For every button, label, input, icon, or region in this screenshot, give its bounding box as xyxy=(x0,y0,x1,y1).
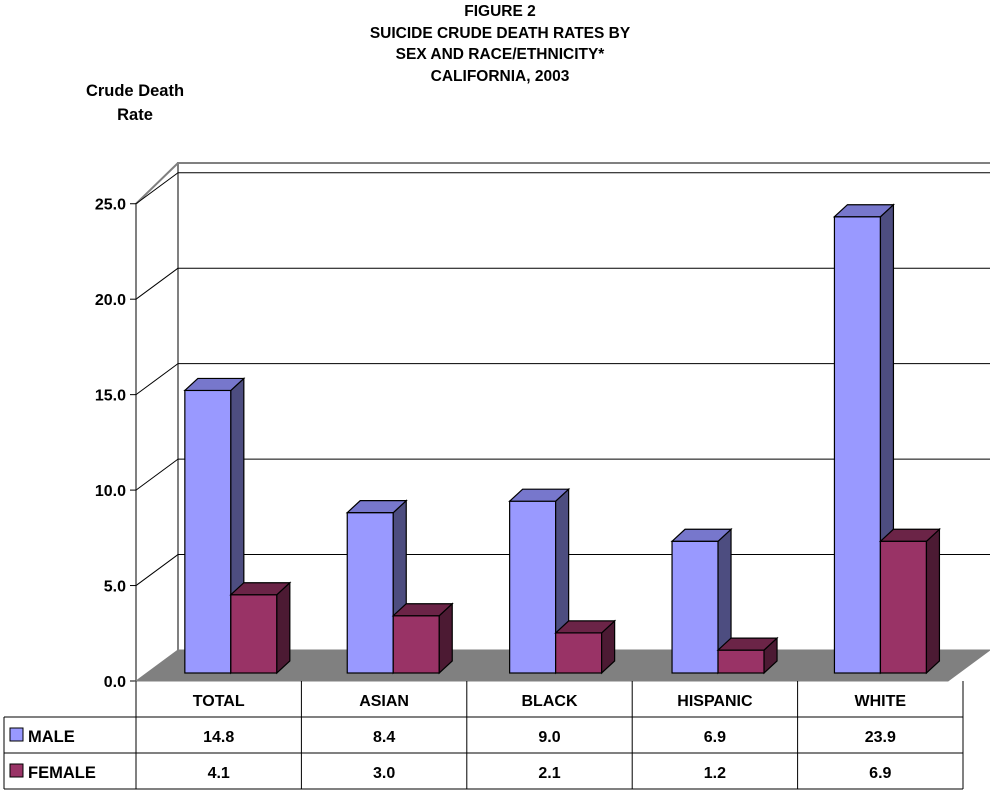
x-tick-label: ASIAN xyxy=(359,693,409,710)
title-line: SUICIDE CRUDE DEATH RATES BY xyxy=(369,24,631,42)
data-label: 6.9 xyxy=(704,729,726,746)
data-label: 3.0 xyxy=(373,765,395,782)
bar-front xyxy=(717,649,765,674)
title-line: CALIFORNIA, 2003 xyxy=(430,67,570,85)
bar-front xyxy=(184,389,232,674)
gridline-depth xyxy=(135,458,179,491)
gridline-depth xyxy=(135,363,179,396)
gridline-depth xyxy=(135,554,179,586)
data-label: 2.1 xyxy=(538,765,560,782)
x-tick-label: BLACK xyxy=(522,693,578,710)
legend-swatch xyxy=(9,727,24,742)
y-tick-label: 25.0 xyxy=(95,197,126,214)
bar-top xyxy=(183,377,246,392)
y-tick-label: 15.0 xyxy=(95,388,126,405)
y-tick-label: 0.0 xyxy=(104,674,126,691)
title-line: SEX AND RACE/ETHNICITY* xyxy=(395,46,605,63)
y-tick-label: 20.0 xyxy=(95,292,126,309)
title-line: FIGURE 2 xyxy=(464,3,536,20)
chart-title: FIGURE 2 SUICIDE CRUDE DEATH RATES BY SE… xyxy=(300,1,700,87)
side-wall xyxy=(135,162,179,681)
bar-front xyxy=(879,540,928,674)
legend-swatch xyxy=(9,763,24,778)
y-axis-label-line: Crude Death xyxy=(85,82,185,100)
legend-label: MALE xyxy=(28,728,75,746)
data-label: 9.0 xyxy=(538,729,560,746)
bar-top xyxy=(878,528,941,542)
data-label: 8.4 xyxy=(373,729,395,746)
bar-side xyxy=(925,527,941,675)
data-label: 6.9 xyxy=(869,765,891,782)
legend-label: FEMALE xyxy=(28,764,96,782)
bar-front xyxy=(509,500,557,674)
bar-top xyxy=(508,488,571,502)
bar-top xyxy=(229,582,292,596)
data-label: 4.1 xyxy=(208,765,230,782)
bar-side xyxy=(276,581,291,675)
x-tick-label: TOTAL xyxy=(193,693,245,710)
y-tick-label: 10.0 xyxy=(95,483,126,500)
y-tick-label: 5.0 xyxy=(104,579,126,596)
bar-top xyxy=(391,603,454,617)
x-tick-label: HISPANIC xyxy=(677,693,753,710)
y-axis-label-line: Rate xyxy=(117,106,153,124)
bar-front xyxy=(671,540,719,674)
bar-front xyxy=(555,632,603,674)
bar-front xyxy=(833,216,882,674)
bar-front xyxy=(346,512,394,674)
data-label: 14.8 xyxy=(203,729,234,746)
x-tick-label: WHITE xyxy=(855,693,907,710)
gridline-depth xyxy=(135,267,179,300)
bar-front xyxy=(230,594,278,674)
bar-front xyxy=(392,615,440,674)
y-axis-label: Crude Death Rate xyxy=(60,79,210,127)
bar-top xyxy=(670,528,733,542)
data-label: 1.2 xyxy=(704,765,726,782)
data-label: 23.9 xyxy=(865,729,896,746)
bar-top xyxy=(716,637,779,651)
gridline-depth xyxy=(135,172,179,205)
bar-top xyxy=(832,204,895,218)
bar-top xyxy=(554,620,617,634)
bar-top xyxy=(345,500,408,514)
